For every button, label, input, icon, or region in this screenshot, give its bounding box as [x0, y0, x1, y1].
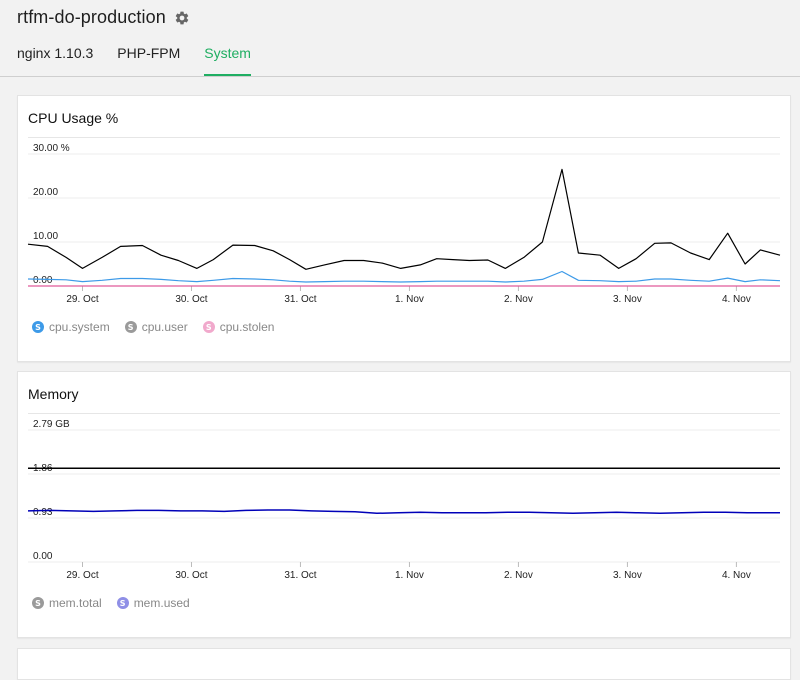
- tab-nginx[interactable]: nginx 1.10.3: [17, 45, 94, 61]
- x-tick-label: 1. Nov: [395, 294, 424, 305]
- divider: [28, 137, 780, 138]
- x-tick-label: 3. Nov: [613, 570, 642, 581]
- y-tick-label: 0.00: [33, 551, 53, 562]
- legend-label: cpu.system: [49, 320, 110, 334]
- legend-label: mem.total: [49, 596, 102, 610]
- x-tick-label: 4. Nov: [722, 570, 751, 581]
- legend-series-icon: S: [124, 321, 137, 333]
- gear-icon[interactable]: [174, 10, 190, 26]
- app-header: rtfm-do-production nginx 1.10.3 PHP-FPM …: [0, 0, 800, 77]
- x-tick-label: 30. Oct: [175, 294, 207, 305]
- y-tick-label: 30.00 %: [33, 143, 70, 154]
- divider: [28, 413, 780, 414]
- x-tick-label: 29. Oct: [66, 294, 98, 305]
- next-card: [17, 648, 791, 680]
- tab-php-fpm[interactable]: PHP-FPM: [117, 45, 181, 61]
- series-line-mem-used: [27, 509, 780, 515]
- y-tick-label: 20.00: [33, 187, 58, 198]
- x-tick-label: 30. Oct: [175, 570, 207, 581]
- cpu-usage-chart: 0.00 10.00 20.00 30.00 % 29. Oct 30. Oct 31. O…: [27, 143, 781, 305]
- x-tick-label: 2. Nov: [504, 294, 533, 305]
- x-tick-label: 29. Oct: [66, 570, 98, 581]
- x-tick-label: 31. Oct: [284, 294, 316, 305]
- legend-series-icon: S: [116, 597, 129, 609]
- x-tick-label: 1. Nov: [395, 570, 424, 581]
- legend-label: cpu.stolen: [219, 320, 275, 334]
- tab-bar: nginx 1.10.3 PHP-FPM System: [17, 45, 275, 76]
- series-line-cpu-system: [27, 270, 781, 283]
- legend-label: mem.used: [133, 596, 190, 610]
- legend-series-icon: S: [32, 597, 44, 609]
- x-tick-label: 4. Nov: [722, 294, 751, 305]
- y-tick-label: 2.79 GB: [33, 419, 70, 430]
- memory-card: Memory 0.00 0.93 1.86 2.79 GB 29. Oct 30. Oct…: [17, 371, 791, 638]
- card-title: Memory: [28, 386, 79, 402]
- x-tick-label: 2. Nov: [504, 570, 533, 581]
- card-title: CPU Usage %: [28, 110, 119, 126]
- tab-system[interactable]: System: [204, 45, 251, 76]
- legend-series-icon: S: [202, 321, 215, 333]
- legend-series-icon: S: [32, 321, 44, 333]
- series-line-cpu-user: [27, 168, 781, 270]
- title-row: rtfm-do-production: [17, 7, 190, 28]
- x-tick-label: 3. Nov: [613, 294, 642, 305]
- x-tick-label: 31. Oct: [284, 570, 316, 581]
- y-tick-label: 10.00: [33, 231, 58, 242]
- legend-label: cpu.user: [141, 320, 188, 334]
- page-title: rtfm-do-production: [17, 7, 166, 27]
- cpu-usage-card: CPU Usage % 0.00 10.00 20.00 30.00 % 29. Oct…: [17, 95, 791, 362]
- y-tick-label: 0.93: [33, 507, 53, 518]
- y-tick-label: 0.00: [33, 275, 53, 286]
